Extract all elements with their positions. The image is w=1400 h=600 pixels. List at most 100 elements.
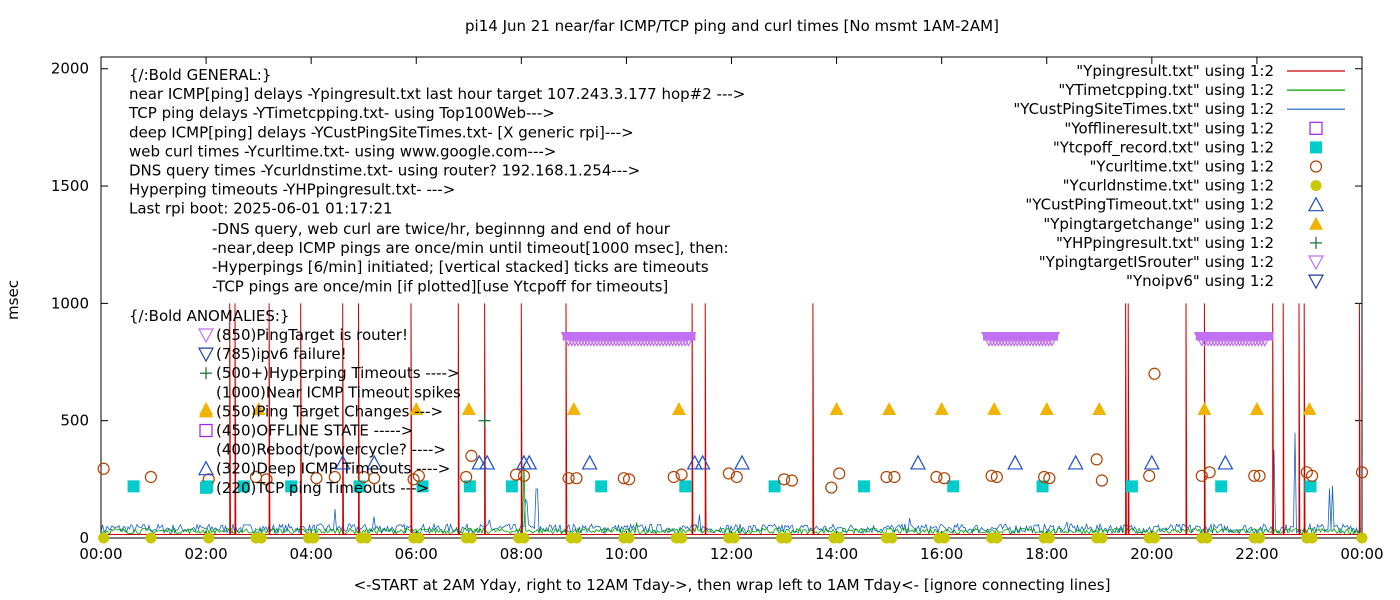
x-tick-label: 22:00 [1235, 545, 1278, 563]
annotation-note-line: -Hyperpings [6/min] initiated; [vertical… [212, 258, 709, 276]
deep-timeout-point [1143, 454, 1160, 470]
curltime-point [562, 472, 575, 485]
deep-timeout-point [334, 454, 351, 470]
x-tick-label: 14:00 [815, 545, 858, 563]
legend-swatch [1310, 236, 1322, 249]
x-tick-label: 06:00 [395, 545, 438, 563]
annotation-anomaly-line: (320)Deep ICMP Timeouts ----> [216, 460, 450, 478]
curltime-point [930, 470, 943, 484]
router-band [1195, 332, 1274, 341]
curltime-point [1038, 470, 1051, 484]
tcpoff-point [1125, 480, 1138, 493]
y-tick-label: 1000 [51, 294, 89, 312]
curltime-point [1248, 469, 1261, 482]
legend-label: "YHPpingresult.txt" using 1:2 [1056, 234, 1274, 252]
tcpoff-point [679, 480, 692, 493]
curldns-point [623, 532, 635, 544]
target-change-point [1302, 401, 1317, 415]
curldns-point [676, 532, 688, 544]
curltime-point [990, 470, 1003, 484]
curltime-point [667, 470, 680, 484]
hyperping-point [478, 414, 491, 427]
target-change-point [251, 401, 266, 415]
tcpoff-point [1215, 480, 1228, 493]
annotation-general-line: Hyperping timeouts -YHPpingresult.txt- -… [129, 181, 455, 199]
curltime-point [368, 472, 381, 485]
curldns-point [1356, 532, 1368, 544]
curldns-point [1043, 532, 1055, 544]
legend-label: "YCustPingTimeout.txt" using 1:2 [1025, 196, 1274, 214]
curltime-point [1143, 469, 1156, 482]
curltime-point [1195, 469, 1208, 482]
curltime-point [938, 472, 951, 485]
curltime-point [622, 473, 636, 486]
target-change-point [1092, 401, 1107, 415]
annotation-note-line: -TCP pings are once/min [if plotted][use… [212, 277, 668, 295]
curltime-point [412, 469, 425, 482]
curltime-point [328, 470, 341, 484]
anomaly-marker [200, 481, 212, 494]
curltime-point [1043, 472, 1056, 485]
anomaly-marker [199, 423, 213, 438]
annotation-general-line: TCP ping delays -YTimetcpping.txt- using… [128, 104, 555, 122]
curldns-point [728, 532, 740, 544]
tcpoff-point [1304, 480, 1317, 493]
curltime-point [1355, 466, 1369, 479]
curldns-point [203, 532, 215, 544]
curldns-point [1306, 532, 1318, 544]
deep-timeout-point [1007, 454, 1024, 470]
curltime-point [144, 470, 158, 484]
annotation-anomaly-line: (550)Ping Target Changes ---> [216, 402, 443, 420]
deep-timeout-point [581, 454, 598, 470]
anomaly-marker [197, 460, 215, 476]
curltime-point [570, 472, 583, 485]
curltime-point [617, 472, 630, 485]
legend-label: "Ycurldnstime.txt" using 1:2 [1063, 177, 1274, 195]
curltime-point [730, 470, 743, 484]
curldns-point [308, 532, 320, 544]
plot-area: 0 500 1000 1500 2000 00:00 02:00 04:00 06:00 08:0… [51, 56, 1384, 563]
x-tick-label: 20:00 [1130, 545, 1173, 563]
target-change-point [987, 401, 1002, 415]
curltime-point [260, 473, 273, 486]
curltime-point [825, 481, 838, 494]
curldns-point [1096, 532, 1108, 544]
y-tick-label: 2000 [51, 60, 89, 78]
curldns-point [145, 532, 157, 544]
curldns-point [1148, 532, 1160, 544]
curltime-point [1253, 469, 1266, 482]
curldns-point [886, 532, 898, 544]
deep-timeout-point [734, 454, 751, 470]
annotation-note-line: -DNS query, web curl are twice/hr, begin… [212, 220, 671, 238]
x-tick-label: 00:00 [1340, 545, 1383, 563]
x-tick-label: 16:00 [920, 545, 963, 563]
curltime-point [310, 472, 323, 485]
target-change-point [934, 401, 949, 415]
tcpoff-point [505, 480, 518, 493]
tcpoff-point [353, 480, 366, 493]
anomaly-marker [197, 347, 215, 363]
target-change-point [1197, 401, 1212, 415]
curltime-point [517, 469, 531, 482]
curltime-point [880, 470, 893, 484]
curltime-point [675, 468, 688, 481]
legend-label: "Ytcpoff_record.txt" using 1:2 [1053, 138, 1274, 157]
target-change-point [1249, 401, 1264, 415]
y-tick-label: 1500 [51, 177, 89, 195]
curldns-point [413, 532, 425, 544]
anomaly-marker [200, 367, 212, 380]
tcpoff-point [595, 480, 608, 493]
router-band [982, 332, 1059, 341]
legend-swatch [1307, 196, 1325, 212]
curltime-point [785, 474, 799, 487]
curldns-point [1254, 532, 1266, 544]
x-tick-label: 08:00 [500, 545, 543, 563]
annotation-anomaly-line: (1000)Near ICMP Timeout spikes [216, 383, 461, 401]
curldns-point [1201, 532, 1213, 544]
annotation-general-line: near ICMP[ping] delays -Ypingresult.txt … [129, 85, 745, 103]
curltime-point [97, 462, 110, 475]
annotation-anomaly-line: (220)TCP ping Timeouts ---> [216, 479, 429, 497]
tcpoff-point [285, 480, 298, 493]
deep-timeout-point [366, 454, 383, 470]
